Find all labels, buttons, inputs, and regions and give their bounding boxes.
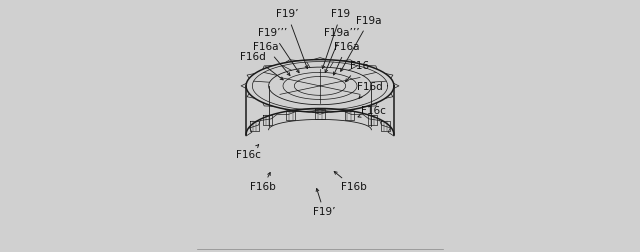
Text: F16d: F16d (241, 52, 283, 80)
Text: F16: F16 (346, 61, 369, 82)
Text: F16c: F16c (358, 106, 386, 117)
Text: F19: F19 (322, 10, 351, 69)
Text: F16b: F16b (334, 172, 366, 192)
Text: F19’: F19’ (313, 188, 335, 217)
Text: F19’: F19’ (276, 10, 308, 69)
Text: F19a’’’: F19a’’’ (324, 28, 360, 72)
Text: F19a: F19a (340, 16, 382, 71)
Text: F16d: F16d (357, 82, 383, 98)
Text: F19’’’: F19’’’ (258, 28, 299, 73)
Text: F16b: F16b (250, 172, 276, 192)
Text: F16a: F16a (253, 42, 290, 76)
Text: F16a: F16a (333, 42, 359, 75)
Text: F16c: F16c (236, 145, 261, 160)
